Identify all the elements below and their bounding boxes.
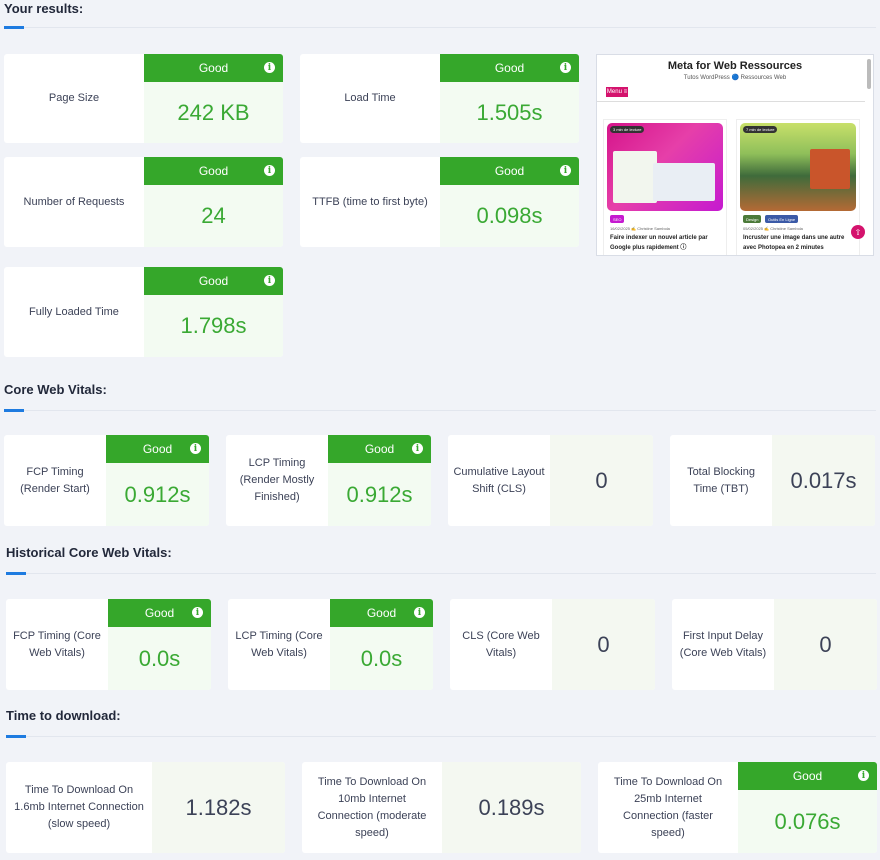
metric-card-lcp: LCP Timing (Render Mostly Finished) Good… [226, 435, 431, 526]
info-icon[interactable]: i [412, 443, 423, 454]
preview-post-title: Incruster une image dans une autre avec … [743, 235, 845, 251]
metric-label: Number of Requests [23, 195, 125, 208]
info-icon[interactable]: i [560, 62, 571, 73]
metric-value: 0.076s [774, 808, 841, 834]
metric-card-tbt: Total Blocking Time (TBT) 0.017s [670, 435, 875, 526]
preview-post-title: Faire indexer un nouvel article par Goog… [610, 235, 708, 251]
metric-card-download-moderate: Time To Download On 10mb Internet Connec… [302, 762, 581, 853]
section-title-historical: Historical Core Web Vitals: [6, 545, 172, 560]
section-title-results: Your results: [4, 1, 84, 16]
metric-label: LCP Timing (Core Web Vitals) [235, 629, 323, 659]
good-badge: Good i [108, 599, 211, 627]
metric-label: FCP Timing (Core Web Vitals) [13, 629, 101, 659]
metric-card-fully-loaded: Fully Loaded Time Good i 1.798s [4, 267, 283, 357]
metric-value: 0.189s [478, 794, 545, 820]
section-title-download: Time to download: [6, 708, 121, 723]
good-badge: Good i [330, 599, 433, 627]
metric-label: Time To Download On 1.6mb Internet Conne… [14, 784, 144, 830]
metric-value: 0.912s [124, 481, 191, 507]
preview-post-meta: 05/02/2025 ✍ Christine Sambola [743, 226, 803, 231]
metric-card-ttfb: TTFB (time to first byte) Good i 0.098s [300, 157, 579, 247]
preview-category-tag: Design [743, 215, 762, 223]
metric-value: 0 [595, 467, 608, 493]
good-badge: Good i [144, 267, 283, 295]
preview-divider [597, 101, 865, 102]
metric-value: 0 [597, 631, 610, 657]
metric-label: Total Blocking Time (TBT) [687, 465, 755, 495]
metric-value: 0.0s [360, 645, 403, 671]
metric-card-download-slow: Time To Download On 1.6mb Internet Conne… [6, 762, 285, 853]
metric-value: 24 [201, 203, 226, 228]
good-badge: Good i [106, 435, 209, 463]
metric-card-historical-lcp: LCP Timing (Core Web Vitals) Good i 0.0s [228, 599, 433, 690]
metric-card-historical-fcp: FCP Timing (Core Web Vitals) Good i 0.0s [6, 599, 211, 690]
metric-label: Time To Download On 25mb Internet Connec… [613, 775, 723, 839]
preview-category-tag: SEO [610, 215, 625, 223]
metric-label: Page Size [48, 92, 100, 104]
metric-card-load-time: Load Time Good i 1.505s [300, 54, 579, 143]
info-icon[interactable]: i [264, 62, 275, 73]
metric-label: LCP Timing (Render Mostly Finished) [239, 457, 315, 503]
metric-card-requests: Number of Requests Good i 24 [4, 157, 283, 247]
good-badge: Good i [440, 157, 579, 185]
preview-site-subtitle: Tutos WordPress 🔵 Ressources Web [683, 75, 787, 81]
metric-label: TTFB (time to first byte) [312, 195, 428, 208]
info-icon[interactable]: i [858, 770, 869, 781]
metric-label: FCP Timing (Render Start) [20, 465, 90, 495]
preview-site-title: Meta for Web Ressources [667, 60, 803, 72]
metric-label: Fully Loaded Time [29, 305, 119, 318]
info-icon[interactable]: i [560, 165, 571, 176]
metric-card-historical-cls: CLS (Core Web Vitals) 0 [450, 599, 655, 690]
metric-label: CLS (Core Web Vitals) [462, 629, 540, 659]
preview-post-meta: 16/02/2025 ✍ Christine Sambola [610, 226, 670, 231]
info-icon[interactable]: i [264, 165, 275, 176]
metric-label: Load Time [344, 92, 396, 104]
info-icon[interactable]: i [190, 443, 201, 454]
good-badge: Good i [144, 157, 283, 185]
metric-label: First Input Delay (Core Web Vitals) [679, 629, 767, 659]
metric-card-historical-fid: First Input Delay (Core Web Vitals) 0 [672, 599, 877, 690]
good-badge: Good i [738, 762, 877, 790]
section-divider [4, 26, 876, 29]
preview-post-thumbnail [607, 123, 723, 211]
preview-scrollbar [867, 59, 871, 89]
metric-value: 0.912s [346, 481, 413, 507]
section-divider [6, 735, 876, 738]
info-icon[interactable]: i [192, 607, 203, 618]
preview-category-tag: Outils En Ligne [765, 215, 799, 223]
metric-value: 242 KB [177, 99, 250, 125]
metric-card-cls: Cumulative Layout Shift (CLS) 0 [448, 435, 653, 526]
good-badge: Good i [440, 54, 579, 82]
metric-value: 0 [819, 631, 832, 657]
section-divider [4, 409, 876, 412]
preview-reading-time: 7 min de lecture [743, 126, 778, 133]
preview-menu-button: Menu ≡ [606, 87, 628, 97]
section-title-core-web-vitals: Core Web Vitals: [4, 382, 107, 397]
info-icon[interactable]: i [414, 607, 425, 618]
metric-card-fcp: FCP Timing (Render Start) Good i 0.912s [4, 435, 209, 526]
website-preview: Meta for Web Ressources Tutos WordPress … [596, 54, 874, 256]
info-icon[interactable]: i [264, 275, 275, 286]
preview-reading-time: 3 min de lecture [610, 126, 645, 133]
section-divider [6, 572, 876, 575]
metric-value: 1.505s [476, 99, 543, 125]
preview-post-card: 3 min de lecture SEO 16/02/2025 ✍ Christ… [603, 119, 727, 255]
metric-label: Time To Download On 10mb Internet Connec… [317, 775, 427, 839]
good-badge: Good i [144, 54, 283, 82]
preview-post-thumbnail [740, 123, 856, 211]
good-badge: Good i [328, 435, 431, 463]
metric-value: 1.798s [180, 313, 247, 338]
metric-card-download-fast: Time To Download On 25mb Internet Connec… [598, 762, 877, 853]
preview-post-card: 7 min de lecture Design Outils En Ligne … [736, 119, 860, 255]
metric-value: 0.098s [476, 203, 543, 228]
preview-scroll-top-icon: ⇧ [851, 225, 865, 239]
metric-value: 0.0s [138, 645, 181, 671]
metric-value: 1.182s [185, 794, 252, 820]
metric-label: Cumulative Layout Shift (CLS) [453, 465, 545, 495]
metric-card-page-size: Page Size Good i 242 KB [4, 54, 283, 143]
metric-value: 0.017s [790, 467, 857, 493]
